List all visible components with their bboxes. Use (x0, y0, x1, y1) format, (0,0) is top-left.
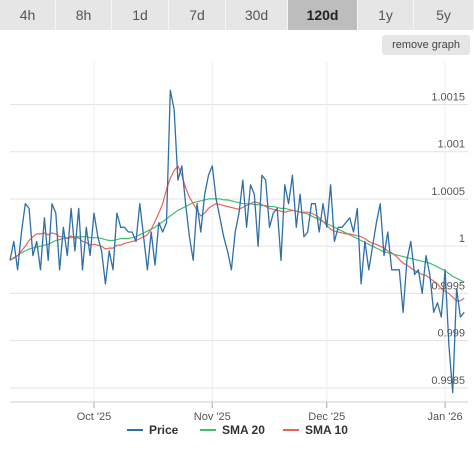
legend-label-sma20: SMA 20 (222, 423, 265, 437)
y-tick-label: 0.999 (437, 328, 465, 340)
legend-item-price[interactable]: Price (127, 421, 178, 439)
x-tick-label: Nov '25 (194, 411, 231, 423)
tab-4h[interactable]: 4h (0, 0, 56, 30)
y-tick-label: 1.0005 (431, 186, 465, 198)
x-tick-label: Oct '25 (77, 411, 112, 423)
y-tick-label: 1.001 (437, 139, 465, 151)
price-swatch (127, 429, 143, 431)
y-tick-label: 1 (459, 233, 465, 245)
tab-120d[interactable]: 120d (288, 0, 358, 30)
series-line-sma-10 (9, 165, 465, 302)
chart-legend: Price SMA 20 SMA 10 (0, 421, 474, 439)
y-tick-label: 0.9995 (431, 280, 465, 292)
tab-30d[interactable]: 30d (226, 0, 288, 30)
legend-item-sma10[interactable]: SMA 10 (283, 421, 348, 439)
timeframe-tabs: 4h 8h 1d 7d 30d 120d 1y 5y (0, 0, 474, 30)
sma20-swatch (200, 429, 216, 431)
sma10-swatch (283, 429, 299, 431)
legend-label-price: Price (149, 423, 179, 437)
tab-5y[interactable]: 5y (414, 0, 474, 30)
y-tick-label: 1.0015 (431, 92, 465, 104)
tab-8h[interactable]: 8h (56, 0, 112, 30)
x-tick-label: Dec '25 (308, 411, 345, 423)
remove-graph-button[interactable]: remove graph (382, 35, 470, 55)
tab-1y[interactable]: 1y (358, 0, 414, 30)
x-tick-label: Jan '26 (428, 411, 463, 423)
legend-label-sma10: SMA 10 (305, 423, 348, 437)
series-line-price (9, 89, 465, 394)
tab-1d[interactable]: 1d (112, 0, 169, 30)
legend-item-sma20[interactable]: SMA 20 (200, 421, 265, 439)
y-tick-label: 0.9985 (431, 375, 465, 387)
tab-7d[interactable]: 7d (169, 0, 226, 30)
